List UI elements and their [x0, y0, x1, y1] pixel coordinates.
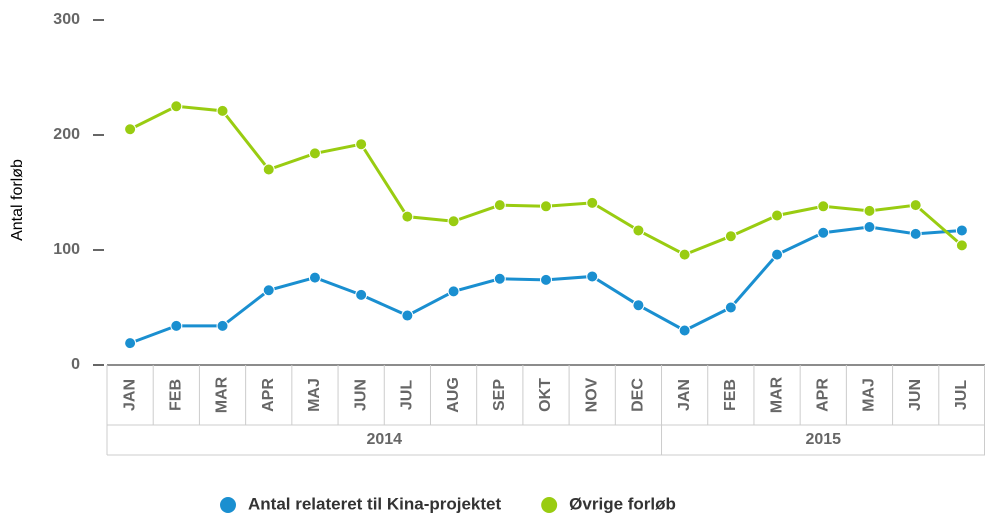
- data-point: [678, 324, 691, 337]
- data-point: [678, 248, 691, 261]
- x-tick-label: NOV: [583, 377, 600, 412]
- data-point: [863, 204, 876, 217]
- x-tick-label: JAN: [121, 379, 138, 411]
- data-point: [216, 104, 229, 117]
- data-point: [724, 301, 737, 314]
- data-point: [909, 227, 922, 240]
- y-tick-label: 300: [53, 11, 80, 28]
- data-point: [170, 100, 183, 113]
- x-tick-label: JAN: [676, 379, 693, 411]
- y-tick-label: 100: [53, 241, 80, 258]
- data-point: [909, 199, 922, 212]
- x-tick-label: FEB: [722, 379, 739, 411]
- data-point: [540, 273, 552, 286]
- data-point: [216, 319, 229, 332]
- legend-marker: [541, 497, 558, 513]
- x-tick-label: JUN: [352, 379, 369, 411]
- legend-label: Antal relateret til Kina-projektet: [248, 494, 502, 513]
- data-point: [771, 209, 784, 222]
- data-point: [632, 224, 645, 237]
- x-tick-label: MAR: [768, 376, 785, 413]
- x-tick-label: JUL: [399, 380, 416, 410]
- data-point: [540, 200, 552, 213]
- data-point: [586, 196, 599, 209]
- data-point: [355, 288, 368, 301]
- data-point: [955, 224, 968, 237]
- group-label: 2014: [366, 431, 402, 448]
- data-point: [262, 163, 275, 176]
- group-label: 2015: [805, 431, 841, 448]
- data-point: [401, 309, 414, 322]
- data-point: [447, 215, 460, 228]
- x-tick-label: SEP: [491, 379, 508, 411]
- x-tick-label: FEB: [168, 379, 185, 411]
- x-tick-label: MAJ: [861, 378, 878, 412]
- data-point: [817, 226, 830, 239]
- data-point: [493, 199, 506, 212]
- data-point: [355, 138, 368, 151]
- legend-marker: [220, 497, 236, 513]
- y-tick-label: 0: [71, 356, 80, 373]
- data-point: [863, 221, 876, 233]
- data-point: [493, 272, 506, 285]
- data-point: [401, 210, 414, 223]
- x-tick-label: MAR: [214, 376, 231, 413]
- data-point: [955, 239, 968, 252]
- data-point: [124, 123, 137, 136]
- x-tick-label: JUN: [907, 379, 924, 411]
- data-point: [170, 319, 183, 332]
- y-axis-label: Antal forløb: [9, 159, 26, 241]
- data-point: [447, 285, 460, 298]
- data-point: [817, 200, 830, 213]
- legend-label: Øvrige forløb: [569, 494, 676, 513]
- data-point: [124, 337, 137, 350]
- x-tick-label: JUL: [953, 380, 970, 410]
- x-tick-label: MAJ: [306, 378, 323, 412]
- data-point: [262, 284, 275, 297]
- data-point: [724, 230, 737, 243]
- data-point: [632, 299, 645, 312]
- data-point: [308, 147, 321, 160]
- data-point: [771, 248, 784, 261]
- data-point: [586, 270, 599, 283]
- x-tick-label: APR: [260, 378, 277, 412]
- data-point: [308, 271, 321, 284]
- x-tick-label: OKT: [537, 378, 554, 412]
- x-tick-label: AUG: [445, 377, 462, 413]
- x-tick-label: DEC: [630, 378, 647, 412]
- x-tick-label: APR: [814, 378, 831, 412]
- y-tick-label: 200: [53, 126, 80, 143]
